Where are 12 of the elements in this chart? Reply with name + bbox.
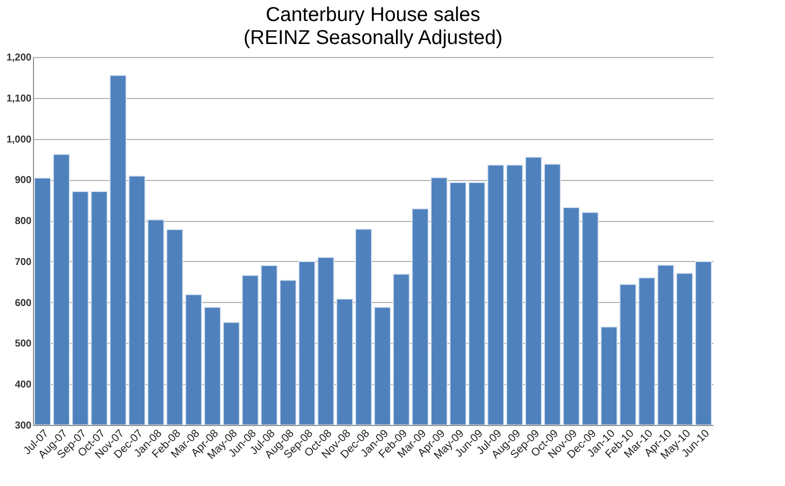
chart-title: Canterbury House sales [266,4,480,26]
y-tick-label: 300 [14,420,32,432]
y-tick-label: 600 [14,298,32,309]
y-tick-label: 900 [14,175,32,186]
y-tick-label: 1,000 [6,134,32,146]
y-tick-label: 800 [14,216,32,228]
chart-subtitle: (REINZ Seasonally Adjusted) [243,27,503,49]
y-tick-label: 1,100 [6,93,32,104]
y-tick-label: 400 [14,380,32,391]
y-tick-label: 500 [14,338,32,350]
y-tick-label: 1,200 [6,52,32,64]
y-tick-label: 700 [14,256,32,268]
